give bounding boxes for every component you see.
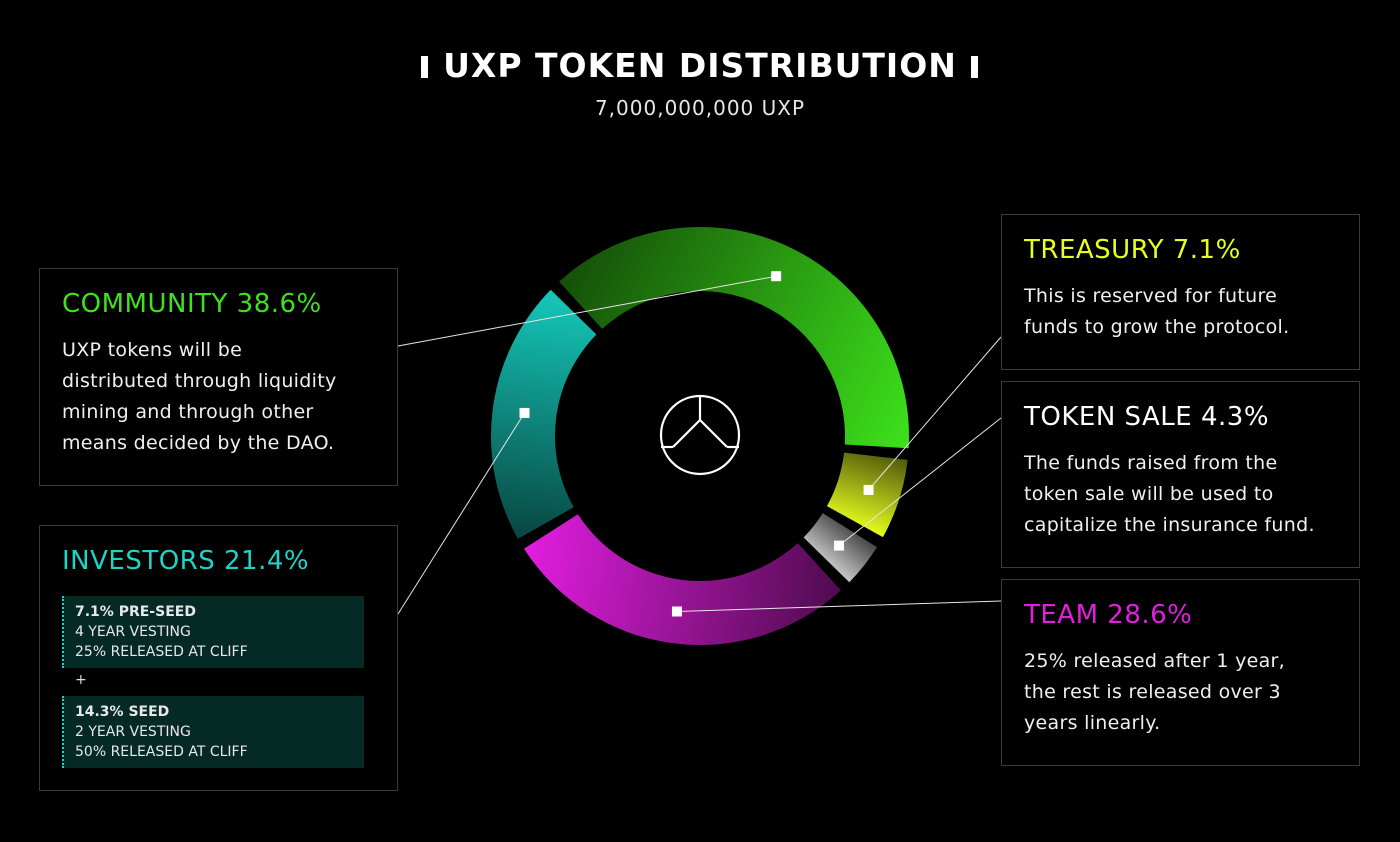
treasury-box: TREASURY 7.1% This is reserved for futur… — [1001, 214, 1360, 370]
community-description: UXP tokens will be distributed through l… — [62, 335, 337, 459]
donut-segment-team — [524, 514, 841, 645]
donut-segments — [491, 227, 909, 645]
donut-segment-investors — [491, 289, 597, 539]
token-sale-description: The funds raised from the token sale wil… — [1024, 448, 1315, 541]
segment-marker-investors — [519, 407, 530, 418]
title-right-bar — [971, 56, 978, 78]
team-description: 25% released after 1 year, the rest is r… — [1024, 646, 1285, 739]
treasury-line-1: This is reserved for future — [1024, 285, 1278, 307]
team-box: TEAM 28.6% 25% released after 1 year, th… — [1001, 579, 1360, 766]
community-box: COMMUNITY 38.6% UXP tokens will be distr… — [39, 268, 398, 486]
leader-lines — [397, 271, 1002, 617]
community-line-2: distributed through liquidity — [62, 370, 337, 392]
seed-release: 50% RELEASED AT CLIFF — [75, 744, 248, 760]
team-line-1: 25% released after 1 year, — [1024, 650, 1285, 672]
token-sale-box: TOKEN SALE 4.3% The funds raised from th… — [1001, 381, 1360, 568]
segment-marker-community — [771, 271, 782, 282]
pre-seed-vesting: 4 YEAR VESTING — [75, 624, 191, 640]
team-title: TEAM 28.6% — [1024, 600, 1193, 630]
segment-marker-team — [671, 606, 682, 617]
plus-sign: + — [75, 672, 87, 688]
community-line-4: means decided by the DAO. — [62, 432, 335, 454]
investors-box: INVESTORS 21.4% 7.1% PRE-SEED 4 YEAR VES… — [39, 525, 398, 791]
community-line-3: mining and through other — [62, 401, 314, 423]
title-left-bar — [421, 56, 428, 78]
donut-segment-community — [559, 227, 909, 449]
leader-line-investors — [397, 412, 525, 615]
page-title: UXP TOKEN DISTRIBUTION — [443, 46, 957, 85]
token-sale-title: TOKEN SALE 4.3% — [1024, 402, 1270, 432]
token-sale-line-1: The funds raised from the — [1024, 452, 1278, 474]
leader-line-treasury — [868, 336, 1002, 491]
segment-marker-treasury — [863, 484, 874, 495]
seed-vesting: 2 YEAR VESTING — [75, 724, 191, 740]
seed-head: 14.3% SEED — [75, 704, 170, 720]
treasury-title: TREASURY 7.1% — [1024, 235, 1241, 265]
uxp-logo-icon — [659, 394, 741, 476]
community-line-1: UXP tokens will be — [62, 339, 243, 361]
team-line-3: years linearly. — [1024, 712, 1161, 734]
investors-title: INVESTORS 21.4% — [62, 546, 310, 576]
leader-line-token-sale — [838, 417, 1002, 546]
leader-line-community — [397, 275, 777, 347]
page-subtitle: 7,000,000,000 UXP — [594, 96, 806, 120]
token-sale-line-3: capitalize the insurance fund. — [1024, 514, 1315, 536]
treasury-description: This is reserved for future funds to gro… — [1024, 281, 1289, 343]
team-line-2: the rest is released over 3 — [1024, 681, 1281, 703]
pre-seed-head: 7.1% PRE-SEED — [75, 604, 196, 620]
leader-line-team — [676, 600, 1002, 612]
seed-card: 14.3% SEED 2 YEAR VESTING 50% RELEASED A… — [62, 696, 364, 768]
treasury-line-2: funds to grow the protocol. — [1024, 316, 1290, 338]
title-row: UXP TOKEN DISTRIBUTION — [0, 44, 1400, 90]
community-title: COMMUNITY 38.6% — [62, 289, 322, 319]
segment-marker-token-sale — [833, 540, 844, 551]
pre-seed-release: 25% RELEASED AT CLIFF — [75, 644, 248, 660]
token-sale-line-2: token sale will be used to — [1024, 483, 1274, 505]
pre-seed-card: 7.1% PRE-SEED 4 YEAR VESTING 25% RELEASE… — [62, 596, 364, 668]
